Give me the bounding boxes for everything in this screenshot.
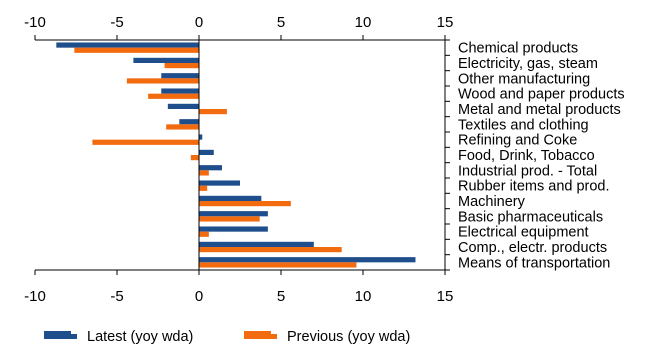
bottom-tick-label: 5 xyxy=(277,288,285,305)
bottom-axis-ticks: -10 -5 0 5 10 15 xyxy=(24,270,453,305)
latest-bar-5 xyxy=(167,103,199,109)
legend-item: Latest (yoy wda) xyxy=(44,329,193,345)
previous-bar-13 xyxy=(199,231,209,237)
latest-bar-13 xyxy=(199,226,268,232)
legend-label: Previous (yoy wda) xyxy=(287,329,410,345)
previous-bar-10 xyxy=(199,185,208,191)
category-label: Textiles and clothing xyxy=(458,117,589,133)
bottom-tick-label: 0 xyxy=(195,288,203,305)
previous-bar-2 xyxy=(164,63,199,69)
legend-item: Previous (yoy wda) xyxy=(244,329,410,345)
legend: Latest (yoy wda) Previous (yoy wda) xyxy=(44,329,410,345)
legend-swatch xyxy=(244,334,277,339)
category-label: Machinery xyxy=(458,194,526,210)
category-label: Means of transportation xyxy=(458,255,610,271)
category-label: Basic pharmaceuticals xyxy=(458,209,603,225)
top-tick-label: -10 xyxy=(24,14,46,31)
previous-bar-14 xyxy=(199,247,342,253)
legend-swatch xyxy=(44,334,77,339)
previous-bar-3 xyxy=(126,78,199,84)
latest-bar-12 xyxy=(199,211,268,217)
legend-swatch-tab xyxy=(244,331,271,335)
bottom-tick-label: -5 xyxy=(110,288,123,305)
top-tick-label: 5 xyxy=(277,14,285,31)
top-tick-label: 10 xyxy=(355,14,372,31)
top-tick-label: -5 xyxy=(110,14,123,31)
previous-bar-5 xyxy=(199,109,227,115)
latest-bar-6 xyxy=(179,119,199,125)
category-label: Wood and paper products xyxy=(458,87,625,103)
latest-bar-14 xyxy=(199,241,314,247)
top-axis-ticks: -10 -5 0 5 10 15 xyxy=(24,14,453,40)
latest-bar-2 xyxy=(133,57,199,63)
latest-bar-4 xyxy=(161,88,199,94)
previous-bar-1 xyxy=(74,47,199,53)
legend-label: Latest (yoy wda) xyxy=(87,329,193,345)
latest-bar-9 xyxy=(199,165,222,171)
previous-bar-6 xyxy=(166,124,199,130)
latest-bar-7 xyxy=(199,134,203,140)
category-label: Chemical products xyxy=(458,41,578,57)
category-label: Electricity, gas, steam xyxy=(458,56,598,72)
category-label: Rubber items and prod. xyxy=(458,179,610,195)
latest-bar-15 xyxy=(199,257,416,263)
latest-bar-11 xyxy=(199,195,262,201)
category-label: Refining and Coke xyxy=(458,133,577,149)
category-label: Comp., electr. products xyxy=(458,240,607,256)
previous-bar-12 xyxy=(199,216,260,222)
axes xyxy=(35,39,450,271)
latest-bar-3 xyxy=(161,73,199,79)
category-label: Metal and metal products xyxy=(458,102,621,118)
bottom-tick-label: -10 xyxy=(24,288,46,305)
category-label: Food, Drink, Tobacco xyxy=(458,148,595,164)
legend-swatch-tab xyxy=(44,331,71,335)
category-label: Other manufacturing xyxy=(458,71,590,87)
latest-bar-10 xyxy=(199,180,240,186)
previous-bar-8 xyxy=(190,155,199,161)
top-tick-label: 15 xyxy=(437,14,454,31)
category-label: Industrial prod. - Total xyxy=(458,163,597,179)
previous-bar-11 xyxy=(199,201,291,207)
previous-bar-9 xyxy=(199,170,209,176)
bars xyxy=(56,42,416,268)
latest-bar-1 xyxy=(56,42,199,48)
bottom-tick-label: 10 xyxy=(355,288,372,305)
previous-bar-7 xyxy=(92,139,199,145)
previous-bar-4 xyxy=(148,93,199,99)
latest-bar-8 xyxy=(199,149,214,155)
bottom-tick-label: 15 xyxy=(437,288,454,305)
top-tick-label: 0 xyxy=(195,14,203,31)
category-label: Electrical equipment xyxy=(458,225,589,241)
previous-bar-15 xyxy=(199,262,357,268)
